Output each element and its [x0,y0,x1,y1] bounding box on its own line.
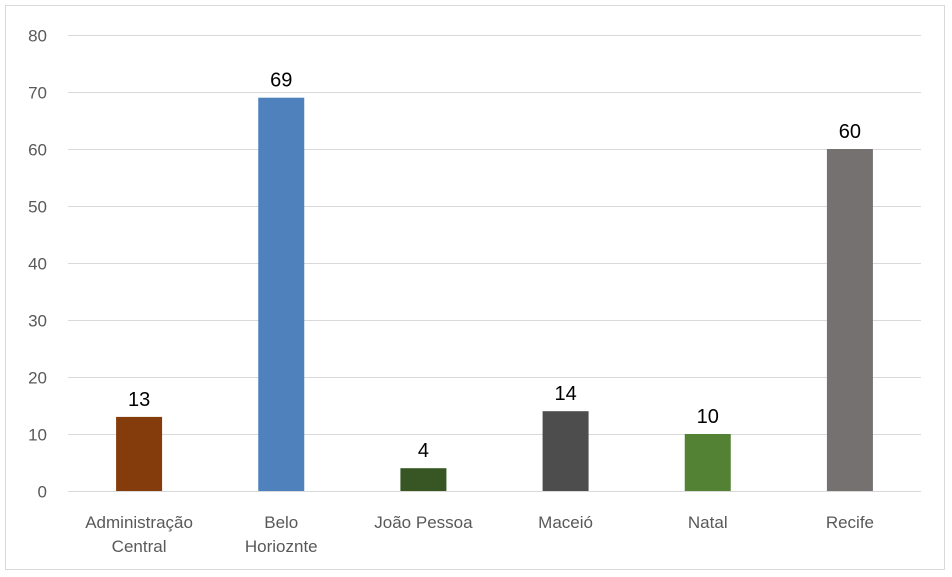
data-label: 4 [418,440,429,462]
data-label: 10 [697,406,719,428]
data-label: 14 [554,383,576,405]
bar [116,416,163,491]
y-tick-label: 0 [38,483,47,502]
y-tick-label: 80 [28,27,47,46]
category-label: Natal [688,513,728,532]
bar [258,97,305,491]
y-tick-label: 10 [28,426,47,445]
bar [400,468,447,491]
y-tick-label: 40 [28,255,47,274]
category-label: Belo [264,513,298,532]
bar [542,411,589,491]
bar [684,434,731,491]
y-tick-label: 50 [28,198,47,217]
category-label: Horioznte [245,537,318,556]
category-label: João Pessoa [374,513,473,532]
y-tick-label: 60 [28,141,47,160]
bar [826,149,873,491]
data-label: 60 [839,121,861,143]
data-label: 69 [270,70,292,92]
y-tick-label: 30 [28,312,47,331]
category-label: Maceió [538,513,593,532]
category-label: Recife [826,513,874,532]
y-tick-label: 70 [28,84,47,103]
y-tick-label: 20 [28,369,47,388]
data-label: 13 [128,389,150,411]
category-label: Central [112,537,167,556]
category-label: Administração [85,513,193,532]
